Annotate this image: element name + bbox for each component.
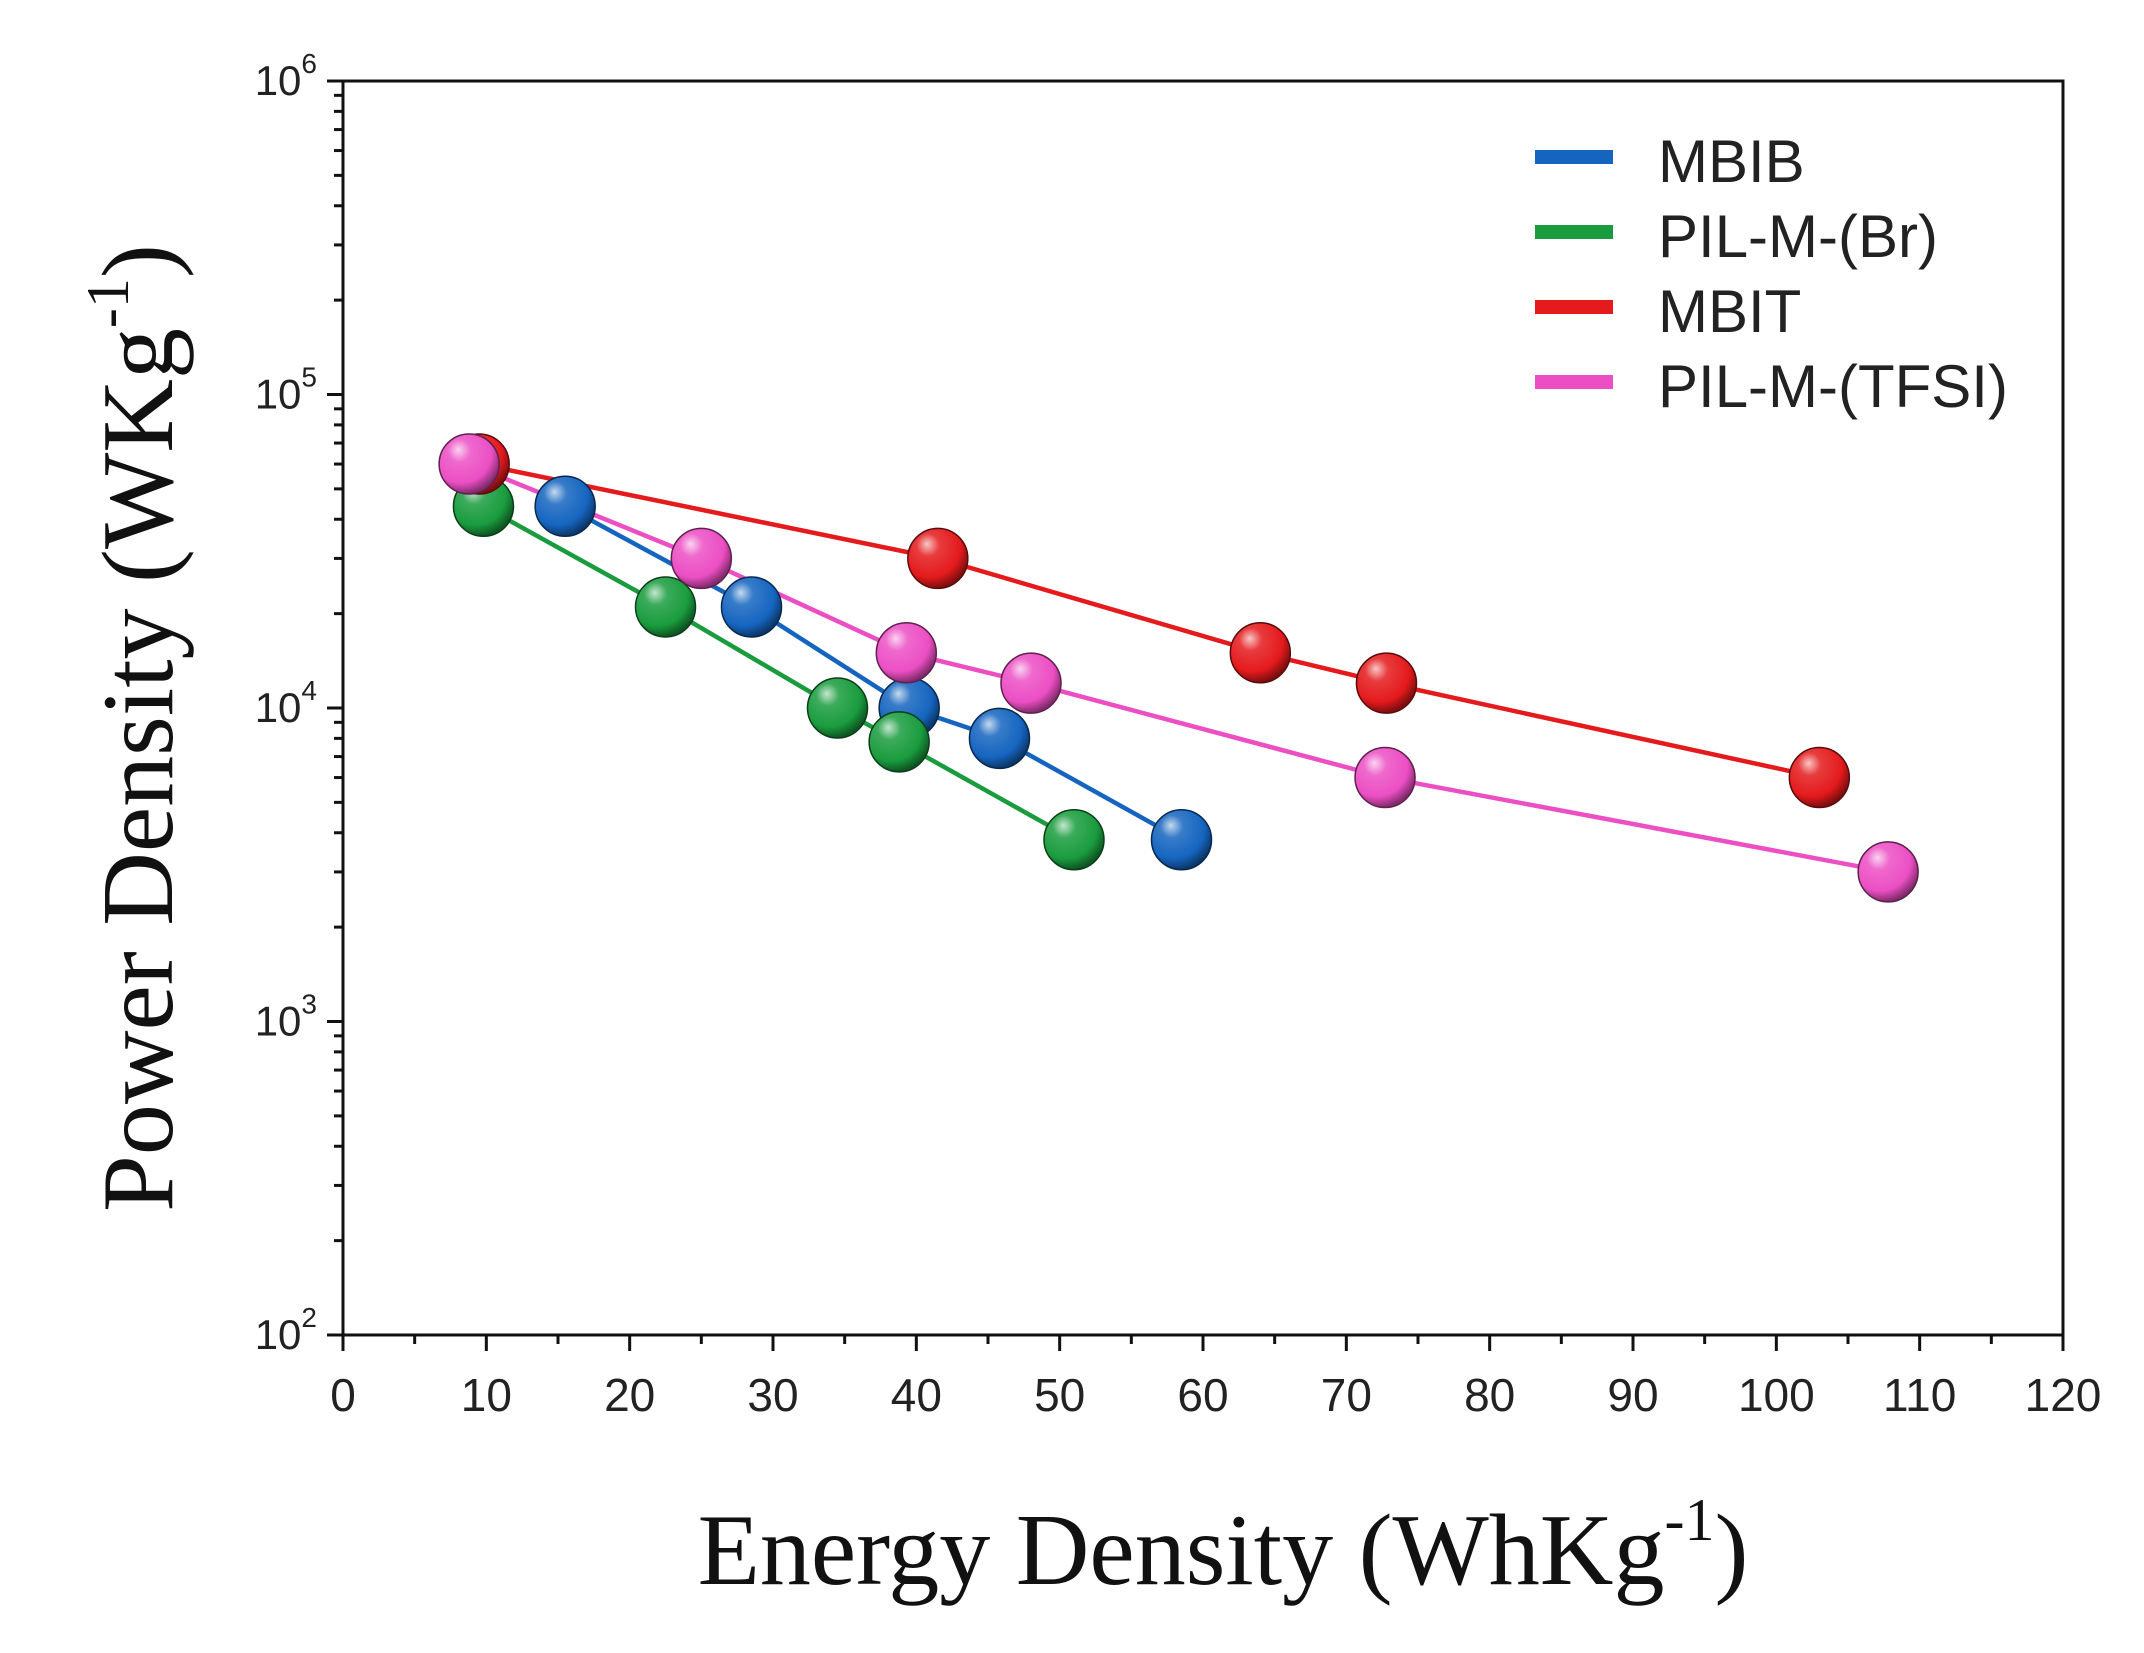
data-point (720, 576, 783, 638)
x-tick-label: 120 (2025, 1369, 2102, 1421)
y-tick-label: 102 (255, 1302, 317, 1358)
x-tick-label: 110 (1883, 1369, 1956, 1421)
y-tick-label: 104 (255, 675, 317, 731)
x-tick-label: 0 (330, 1369, 356, 1421)
data-point (438, 433, 500, 495)
data-point (634, 576, 697, 638)
legend-label: MBIT (1658, 278, 1801, 345)
x-tick-label: 100 (1738, 1369, 1815, 1421)
data-point (1000, 652, 1062, 714)
data-point (907, 527, 969, 590)
data-point (806, 677, 869, 739)
data-point (1229, 622, 1292, 684)
x-tick-label: 10 (461, 1369, 512, 1421)
x-tick-label: 60 (1177, 1369, 1228, 1421)
x-tick-label: 30 (747, 1369, 798, 1421)
y-tick-label: 105 (255, 362, 317, 418)
x-tick-label: 40 (891, 1369, 942, 1421)
data-point (1354, 746, 1416, 809)
data-point (968, 707, 1031, 770)
x-tick-label: 50 (1034, 1369, 1085, 1421)
series-line-0 (564, 504, 1183, 842)
series-line-3 (468, 461, 1889, 875)
data-point (1150, 808, 1213, 871)
data-point (868, 711, 930, 773)
data-point (1788, 746, 1851, 809)
x-tick-label: 80 (1464, 1369, 1515, 1421)
data-point (534, 475, 596, 538)
data-point (875, 622, 938, 684)
x-tick-label: 20 (604, 1369, 655, 1421)
data-point (1857, 841, 1919, 903)
y-axis-title: Power Density (WKg-1) (75, 244, 195, 1212)
y-tick-label: 106 (255, 48, 317, 104)
data-point (1355, 652, 1418, 714)
data-point (1043, 808, 1105, 871)
legend-label: MBIB (1658, 128, 1805, 195)
data-point (670, 527, 733, 590)
x-tick-label: 70 (1321, 1369, 1372, 1421)
x-axis-title: Energy Density (WhKg-1) (698, 1487, 1749, 1607)
legend-label: PIL-M-(Br) (1658, 203, 1938, 270)
x-tick-label: 90 (1607, 1369, 1658, 1421)
legend-label: PIL-M-(TFSI) (1658, 353, 2008, 420)
y-tick-label: 103 (255, 989, 317, 1045)
